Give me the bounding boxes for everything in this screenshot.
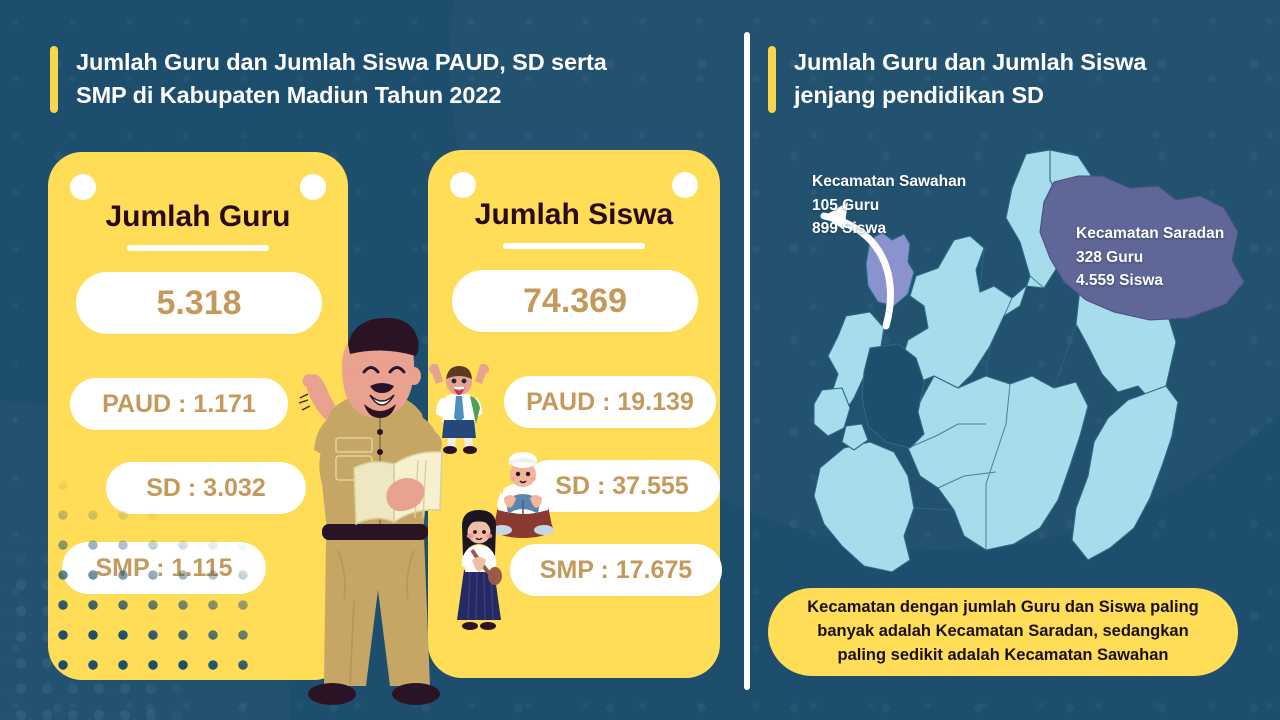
- siswa-paud-row: PAUD : 19.139: [504, 376, 716, 428]
- punch-hole-icon: [70, 174, 96, 200]
- map-region-west-lobe-2: [841, 423, 869, 451]
- guru-paud-row: PAUD : 1.171: [70, 378, 288, 430]
- siswa-smp-row: SMP : 17.675: [510, 544, 722, 596]
- siswa-sd-row: SD : 37.555: [524, 460, 720, 512]
- title-accent-bar: [50, 46, 58, 113]
- map-region-southwest: [813, 441, 915, 573]
- right-title-text: Jumlah Guru dan Jumlah Siswa jenjang pen…: [794, 49, 1147, 109]
- student-paud-figure-icon: [429, 363, 489, 454]
- student-sd-figure-icon: [492, 452, 554, 538]
- teacher-figure-icon: [298, 317, 443, 705]
- left-panel-title: Jumlah Guru dan Jumlah Siswa PAUD, SD se…: [50, 46, 730, 113]
- madiun-district-map: [758, 136, 1268, 588]
- map-callout-arrow-icon: [820, 202, 894, 330]
- title-accent-bar: [768, 46, 776, 113]
- guru-total-value: 5.318: [76, 272, 322, 334]
- punch-hole-icon: [450, 172, 476, 198]
- map-region-east: [1071, 385, 1179, 561]
- left-title-text: Jumlah Guru dan Jumlah Siswa PAUD, SD se…: [76, 49, 607, 109]
- right-panel-title: Jumlah Guru dan Jumlah Siswa jenjang pen…: [768, 46, 1238, 113]
- card-heading: Jumlah Siswa: [474, 198, 674, 231]
- student-smp-figure-icon: [457, 510, 502, 630]
- card-heading-rule: [503, 243, 645, 249]
- panel-divider: [744, 32, 750, 690]
- punch-hole-icon: [672, 172, 698, 198]
- punch-hole-icon: [300, 174, 326, 200]
- map-label-saradan: Kecamatan Saradan 328 Guru 4.559 Siswa: [1076, 225, 1225, 290]
- map-region-center-south: [907, 375, 1089, 551]
- map-region-saradan: [1039, 175, 1245, 321]
- map-region-west-lobe: [813, 387, 851, 437]
- map-caption-box: Kecamatan dengan jumlah Guru dan Siswa p…: [768, 588, 1238, 676]
- card-heading: Jumlah Guru: [105, 200, 291, 233]
- map-region-dark: [861, 343, 925, 449]
- map-label-sawahan: Kecamatan Sawahan 105 Guru 899 Siswa: [812, 173, 967, 238]
- card-heading-rule: [127, 245, 269, 251]
- siswa-total-value: 74.369: [452, 270, 698, 332]
- guru-smp-row: SMP : 1.115: [62, 542, 266, 594]
